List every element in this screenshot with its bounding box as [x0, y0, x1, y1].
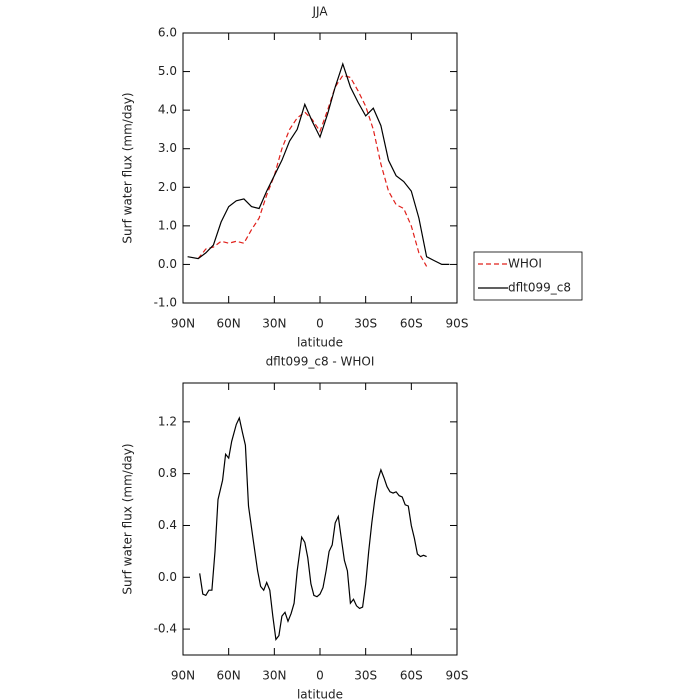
y-tick-label: 0.0	[158, 570, 177, 584]
y-tick-label: 0.0	[158, 257, 177, 271]
y-tick-label: 2.0	[158, 180, 177, 194]
x-tick-label: 90S	[446, 317, 469, 331]
y-tick-label: 3.0	[158, 141, 177, 155]
y-axis-label: Surf water flux (mm/day)	[121, 92, 135, 243]
y-axis-label: Surf water flux (mm/day)	[121, 443, 135, 594]
x-tick-label: 30N	[262, 669, 286, 683]
series-line	[197, 74, 428, 267]
legend-box	[473, 251, 583, 301]
x-tick-label: 30S	[354, 317, 377, 331]
y-tick-label: 5.0	[158, 64, 177, 78]
x-tick-label: 90N	[171, 669, 195, 683]
chart-title: dflt099_c8 - WHOI	[266, 355, 375, 369]
plot-frame	[182, 32, 458, 304]
y-tick-label: 6.0	[158, 26, 177, 40]
x-axis-label: latitude	[297, 688, 343, 700]
x-tick-label: 0	[316, 317, 324, 331]
y-tick-label: 1.2	[158, 414, 177, 428]
legend-label: WHOI	[508, 257, 542, 271]
x-tick-label: 0	[316, 669, 324, 683]
series-line	[187, 61, 450, 265]
x-tick-label: 90S	[446, 669, 469, 683]
series-line	[199, 416, 427, 642]
x-tick-label: 60S	[400, 669, 423, 683]
plot-frame	[182, 382, 458, 656]
x-tick-label: 60N	[217, 669, 241, 683]
y-tick-label: 4.0	[158, 103, 177, 117]
y-tick-label: 0.8	[158, 466, 177, 480]
legend-label: dflt099_c8	[508, 281, 571, 295]
x-tick-label: 30S	[354, 669, 377, 683]
y-tick-label: 0.4	[158, 518, 177, 532]
chart-title: JJA	[311, 5, 328, 19]
x-tick-label: 90N	[171, 317, 195, 331]
y-tick-label: -1.0	[154, 296, 177, 310]
y-tick-label: 1.0	[158, 218, 177, 232]
x-tick-label: 30N	[262, 317, 286, 331]
y-tick-label: -0.4	[154, 622, 177, 636]
x-axis-label: latitude	[297, 336, 343, 350]
x-tick-label: 60S	[400, 317, 423, 331]
x-tick-label: 60N	[217, 317, 241, 331]
